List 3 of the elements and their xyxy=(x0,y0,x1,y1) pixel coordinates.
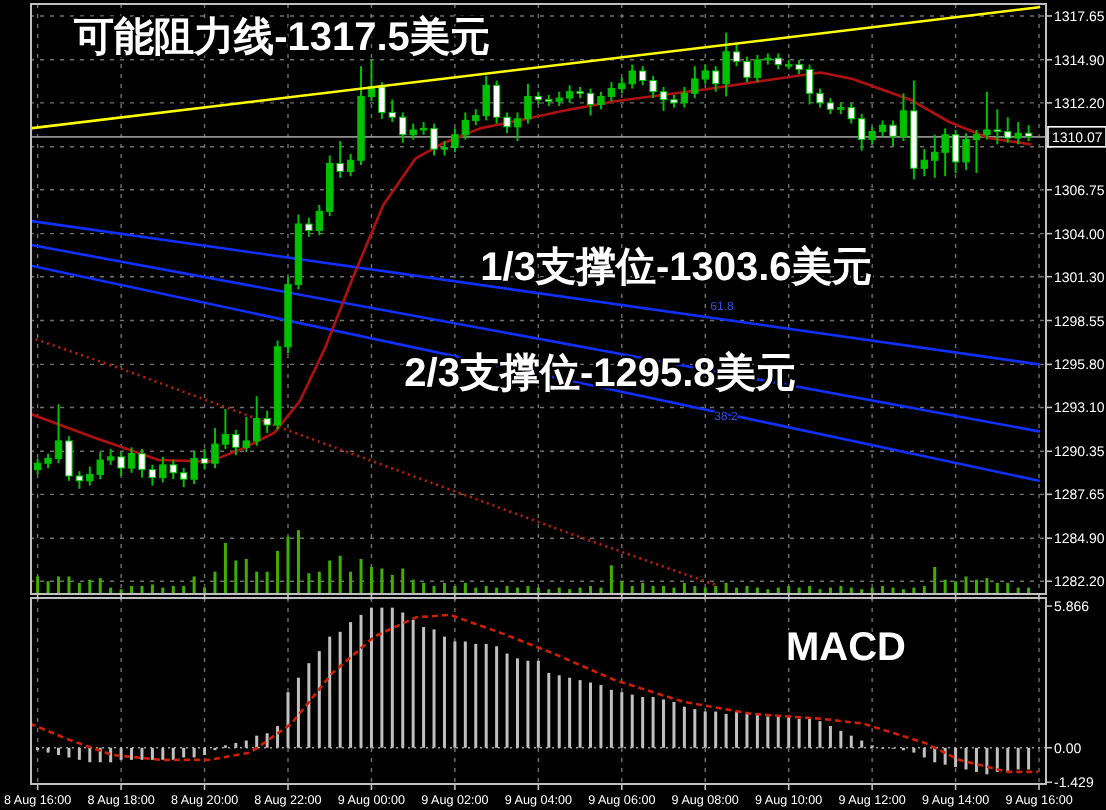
annotation: 1/3支撑位-1303.6美元 xyxy=(480,244,872,290)
annotation: 可能阻力线-1317.5美元 xyxy=(72,14,490,60)
annotation: MACD xyxy=(786,626,906,670)
